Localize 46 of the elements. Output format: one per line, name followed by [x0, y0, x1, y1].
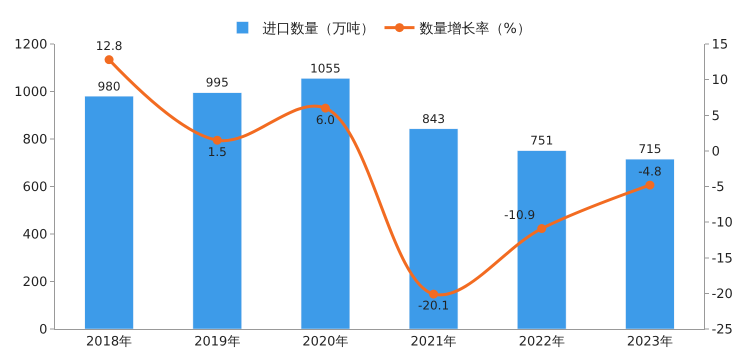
- data-label: 751: [530, 134, 554, 148]
- data-label: 715: [638, 142, 662, 156]
- bar: [300, 78, 350, 329]
- data-label: 843: [422, 112, 446, 126]
- y-tick-label: 1200: [14, 38, 48, 53]
- x-tick-label: 2023年: [626, 334, 673, 350]
- data-label: 1.5: [208, 144, 227, 159]
- y-tick-label: 800: [22, 132, 48, 148]
- data-label: -4.8: [638, 164, 662, 178]
- data-label: 995: [206, 76, 229, 90]
- point: [320, 104, 330, 113]
- point: [429, 290, 438, 299]
- bar: [192, 92, 242, 329]
- bar: [84, 96, 134, 329]
- y2-tick-label: 15: [712, 38, 728, 53]
- data-label: 12.8: [96, 39, 122, 54]
- legend-label: 数量增长率（%）: [420, 21, 531, 38]
- y2-tick-label: 0: [712, 144, 720, 160]
- x-tick-label: 2022年: [518, 334, 565, 350]
- point: [645, 180, 654, 190]
- point: [537, 224, 546, 234]
- x-tick-label: 2019年: [194, 334, 240, 350]
- bar: [409, 128, 458, 329]
- data-label: -20.1: [418, 298, 450, 313]
- x-tick-label: 2021年: [410, 334, 457, 350]
- point: [212, 136, 222, 145]
- y2-tick-label: -25: [712, 322, 733, 338]
- data-label: 6.0: [316, 112, 335, 127]
- data-label: 1055: [310, 61, 341, 76]
- y2-tick-label: 10: [712, 73, 728, 88]
- y2-tick-label: -15: [712, 251, 733, 266]
- y2-tick-label: -20: [712, 286, 733, 302]
- y-tick-label: 1000: [14, 85, 48, 100]
- y-tick-label: 400: [22, 228, 48, 243]
- y2-tick-label: 5: [712, 108, 720, 124]
- y-tick-label: 0: [39, 322, 48, 338]
- y2-tick-label: -10: [712, 216, 733, 231]
- bar: [625, 158, 674, 329]
- x-tick-label: 2018年: [86, 334, 132, 350]
- y-tick-label: 200: [22, 275, 48, 290]
- legend-label: 进口数量（万吨）: [262, 21, 374, 38]
- y-tick-label: 600: [22, 180, 48, 196]
- point: [104, 55, 114, 64]
- y2-tick-label: -5: [712, 180, 725, 196]
- data-label: 980: [98, 79, 121, 94]
- x-tick-label: 2020年: [302, 334, 348, 350]
